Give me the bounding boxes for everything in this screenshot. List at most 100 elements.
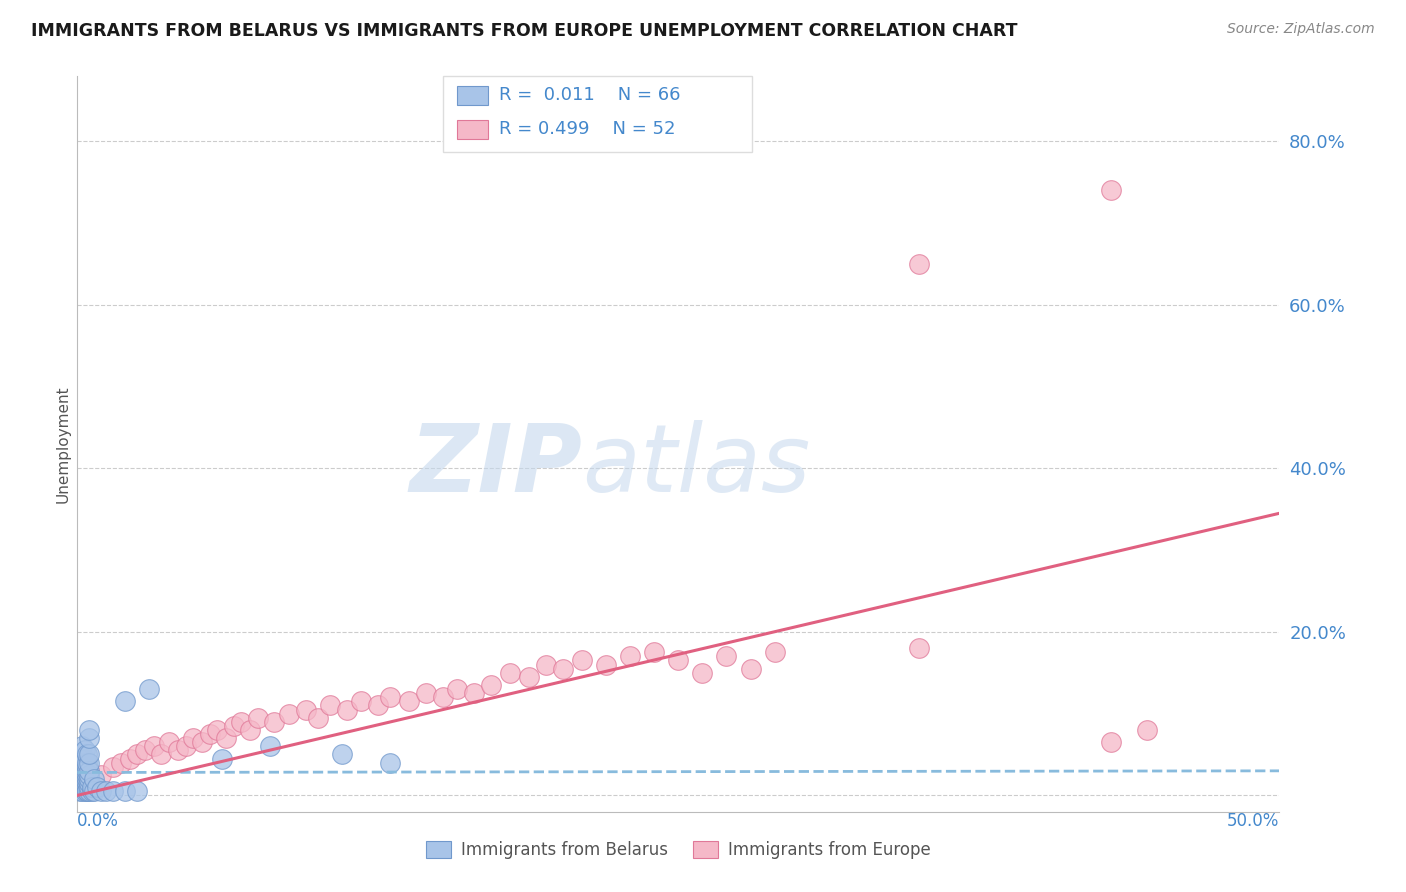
Point <box>83 784 105 798</box>
Point <box>73 756 96 770</box>
Point <box>69 776 91 790</box>
Point <box>114 784 136 798</box>
Point <box>79 768 101 782</box>
Point <box>76 780 98 795</box>
Point <box>76 768 98 782</box>
Point <box>70 784 93 798</box>
Point <box>692 665 714 680</box>
Point <box>446 681 468 696</box>
Point <box>517 670 540 684</box>
Point <box>73 760 96 774</box>
Point <box>70 780 93 795</box>
Point <box>70 751 93 765</box>
Point <box>69 756 91 770</box>
Point <box>73 768 96 782</box>
Point <box>143 739 166 754</box>
Point <box>378 756 401 770</box>
Point <box>76 747 98 762</box>
Point <box>110 756 132 770</box>
Point <box>70 776 93 790</box>
Point <box>668 653 690 667</box>
Text: Source: ZipAtlas.com: Source: ZipAtlas.com <box>1227 22 1375 37</box>
Point <box>191 735 214 749</box>
Point <box>69 780 91 795</box>
Point <box>740 662 762 676</box>
Point <box>215 731 238 746</box>
Legend: Immigrants from Belarus, Immigrants from Europe: Immigrants from Belarus, Immigrants from… <box>419 834 938 866</box>
Point <box>70 772 93 786</box>
Point <box>70 756 93 770</box>
Point <box>127 784 149 798</box>
Point <box>551 662 574 676</box>
Point <box>181 731 204 746</box>
Point <box>79 772 101 786</box>
Point <box>120 751 142 765</box>
Point <box>76 760 98 774</box>
Point <box>571 653 593 667</box>
Point <box>83 772 105 786</box>
Point <box>134 743 156 757</box>
Point <box>73 784 96 798</box>
Point <box>79 776 101 790</box>
Point <box>415 686 437 700</box>
Point <box>479 678 502 692</box>
Point <box>246 711 269 725</box>
Point <box>127 747 149 762</box>
Point <box>90 768 112 782</box>
Point <box>463 686 485 700</box>
Point <box>319 698 342 713</box>
Point <box>70 768 93 782</box>
Text: 50.0%: 50.0% <box>1227 812 1279 830</box>
Point <box>1136 723 1159 737</box>
Point <box>69 768 91 782</box>
Text: R = 0.499    N = 52: R = 0.499 N = 52 <box>499 120 676 138</box>
Point <box>86 780 108 795</box>
Point <box>432 690 454 705</box>
Point <box>79 784 101 798</box>
Point <box>79 723 101 737</box>
Point <box>330 747 353 762</box>
Text: R =  0.011    N = 66: R = 0.011 N = 66 <box>499 87 681 104</box>
Point <box>157 735 180 749</box>
Point <box>114 694 136 708</box>
Point <box>378 690 401 705</box>
Point <box>79 764 101 778</box>
Point <box>595 657 617 672</box>
Point <box>69 764 91 778</box>
Point <box>294 702 316 716</box>
Point <box>69 751 91 765</box>
Point <box>763 645 786 659</box>
Point <box>239 723 262 737</box>
Point <box>643 645 665 659</box>
Point <box>76 784 98 798</box>
Point <box>96 784 118 798</box>
Point <box>198 727 221 741</box>
Point <box>79 731 101 746</box>
Point <box>79 747 101 762</box>
Point <box>138 681 160 696</box>
Point <box>76 784 98 798</box>
Point <box>80 780 103 795</box>
Point <box>103 784 125 798</box>
Point <box>211 751 233 765</box>
Point <box>76 756 98 770</box>
Point <box>263 714 285 729</box>
Text: ZIP: ZIP <box>409 420 582 512</box>
Text: IMMIGRANTS FROM BELARUS VS IMMIGRANTS FROM EUROPE UNEMPLOYMENT CORRELATION CHART: IMMIGRANTS FROM BELARUS VS IMMIGRANTS FR… <box>31 22 1018 40</box>
Point <box>79 764 101 778</box>
Point <box>76 772 98 786</box>
Point <box>69 747 91 762</box>
Point <box>534 657 557 672</box>
Point <box>277 706 299 721</box>
Point <box>174 739 197 754</box>
Point <box>259 739 281 754</box>
Point <box>76 776 98 790</box>
Point <box>73 776 96 790</box>
Point <box>229 714 252 729</box>
Point <box>350 694 373 708</box>
Point <box>1099 183 1122 197</box>
Point <box>499 665 522 680</box>
Point <box>336 702 359 716</box>
Point <box>70 764 93 778</box>
Point <box>73 772 96 786</box>
